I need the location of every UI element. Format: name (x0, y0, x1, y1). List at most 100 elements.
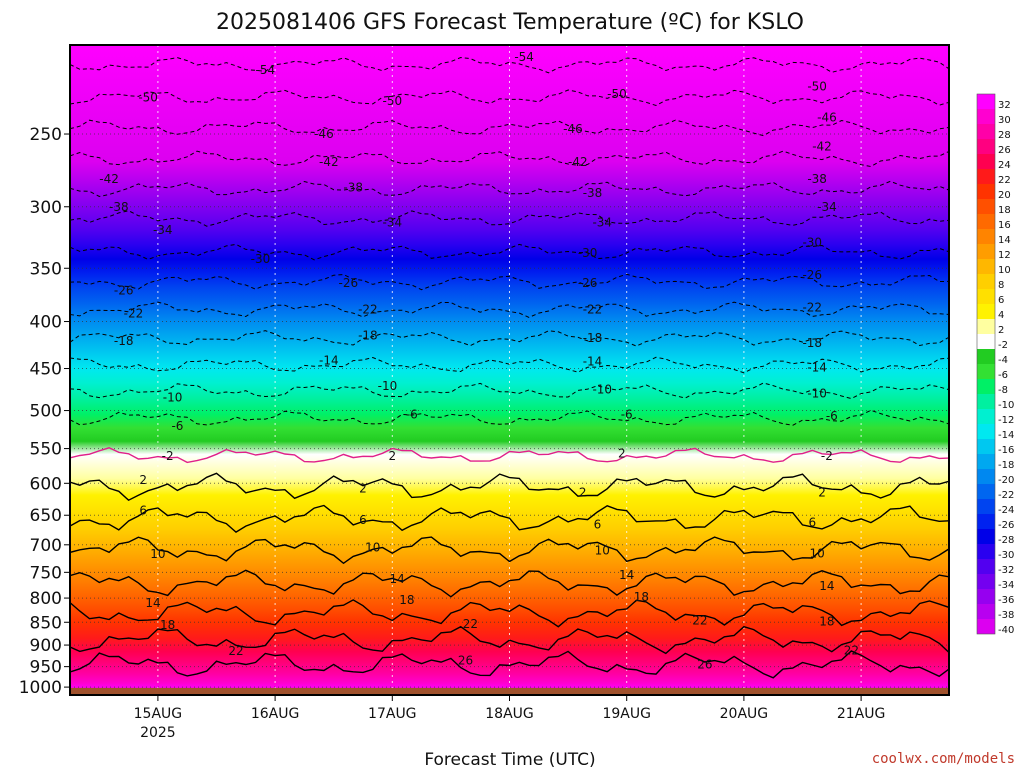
isotherm-label: 6 (359, 513, 367, 527)
isotherm-label: -34 (592, 215, 612, 229)
colorbar-cell (977, 229, 995, 244)
colorbar-label: 2 (998, 325, 1004, 336)
isotherm-line (70, 536, 949, 565)
surface-ground (70, 687, 949, 695)
isotherm-label: -42 (812, 140, 832, 154)
y-tick-label: 250 (30, 125, 62, 145)
isotherm-label: -10 (163, 391, 183, 405)
isotherm-label: -38 (583, 186, 603, 200)
colorbar-cell (977, 364, 995, 379)
x-tick-sublabel: 2025 (140, 725, 176, 741)
colorbar-label: -10 (998, 400, 1014, 411)
isotherm-label: -38 (807, 172, 827, 186)
isotherm-label: 2 (139, 473, 147, 487)
isotherm-label: -30 (251, 252, 271, 266)
isotherm-label: 22 (228, 644, 243, 658)
colorbar-cell (977, 454, 995, 469)
y-tick-label: 750 (30, 563, 62, 583)
colorbar-cell (977, 514, 995, 529)
isotherm-line (70, 301, 949, 318)
isotherm-line (70, 447, 949, 464)
isotherm-label: -2 (162, 449, 174, 463)
isotherm-label: -10 (592, 382, 612, 396)
isotherm-line (70, 56, 949, 74)
isotherm-label: -34 (153, 223, 173, 237)
isotherm-label: 14 (145, 596, 160, 610)
x-tick-label: 16AUG (251, 706, 300, 722)
colorbar-cell (977, 529, 995, 544)
isotherm-line (70, 89, 949, 107)
isotherm-label: -18 (583, 331, 603, 345)
isotherm-label: -18 (358, 328, 378, 342)
colorbar-label: -38 (998, 610, 1014, 621)
colorbar-cell (977, 604, 995, 619)
colorbar-label: 16 (998, 220, 1011, 231)
colorbar-cell (977, 544, 995, 559)
isotherm-label: -54 (256, 63, 276, 77)
pressure-axis: 250 300 350 400 450 500 550 600 650 700 750 800 850 9… (19, 125, 70, 698)
colorbar-label: -6 (998, 370, 1008, 381)
colorbar: 32 30 28 26 24 22 20 18 16 14 12 10 8 6 4 2 -2 -4 -6 -8 -10 -… (976, 93, 1014, 636)
colorbar-cell (977, 424, 995, 439)
isotherm-line (70, 356, 949, 374)
y-tick-label: 850 (30, 613, 62, 633)
isotherm-label: 22 (463, 617, 478, 631)
isotherm-line (70, 150, 949, 168)
colorbar-cell (977, 274, 995, 289)
colorbar-label: -28 (998, 535, 1014, 546)
colorbar-label: -20 (998, 475, 1014, 486)
isotherm-label: -38 (343, 181, 363, 195)
isotherm-layer (70, 56, 949, 679)
isotherm-label: -22 (124, 306, 144, 320)
colorbar-label: 4 (998, 310, 1004, 321)
colorbar-cell (977, 139, 995, 154)
y-tick-label: 400 (30, 313, 62, 333)
isotherm-label: -26 (339, 276, 359, 290)
colorbar-cell (977, 394, 995, 409)
colorbar-label: -34 (998, 580, 1014, 591)
y-tick-label: 650 (30, 506, 62, 526)
isotherm-label: 2 (388, 449, 396, 463)
isotherm-label: -14 (319, 353, 339, 367)
colorbar-cell (977, 169, 995, 184)
isotherm-label: 10 (810, 546, 825, 560)
x-tick-label: 17AUG (368, 706, 417, 722)
y-tick-label: 550 (30, 440, 62, 460)
plot-area: -54-54-50 -50 -50-50-46 -46-46-42-42 -42-42-… (70, 45, 949, 695)
colorbar-cell (977, 154, 995, 169)
isotherm-line (70, 625, 949, 655)
colorbar-label: -2 (998, 340, 1008, 351)
colorbar-cell (977, 619, 995, 634)
isotherm-label: -46 (817, 111, 837, 125)
isotherm-line (70, 180, 949, 198)
isotherm-label: -54 (514, 50, 534, 64)
x-axis-label: Forecast Time (UTC) (424, 750, 595, 768)
y-tick-label: 600 (30, 474, 62, 494)
isotherm-line (70, 273, 949, 291)
isotherm-label: 22 (844, 643, 859, 657)
y-tick-label: 350 (30, 259, 62, 279)
colorbar-label: 20 (998, 190, 1011, 201)
colorbar-label: 8 (998, 280, 1004, 291)
isotherm-label: -6 (826, 409, 838, 423)
colorbar-cell (977, 214, 995, 229)
isotherm-label: 14 (390, 572, 405, 586)
isotherm-label: -6 (406, 408, 418, 422)
colorbar-cell (977, 109, 995, 124)
isotherm-line (70, 243, 949, 261)
isotherm-label: 10 (150, 547, 165, 561)
colorbar-cell (977, 124, 995, 139)
x-tick-label: 18AUG (485, 706, 534, 722)
isotherm-label: -18 (802, 336, 822, 350)
colorbar-label: 32 (998, 100, 1011, 111)
isotherm-label: -50 (607, 87, 627, 101)
surface-layer (70, 687, 949, 695)
y-tick-label: 950 (30, 658, 62, 678)
isotherm-label: -46 (563, 122, 583, 136)
colorbar-cell (977, 259, 995, 274)
isotherm-label: -38 (109, 200, 129, 214)
colorbar-label: 22 (998, 175, 1011, 186)
isotherm-line (70, 472, 949, 502)
isotherm-line (70, 569, 949, 598)
isotherm-label-layer: -54-54-50 -50 -50-50-46 -46-46-42-42 -42-42-… (99, 50, 859, 672)
